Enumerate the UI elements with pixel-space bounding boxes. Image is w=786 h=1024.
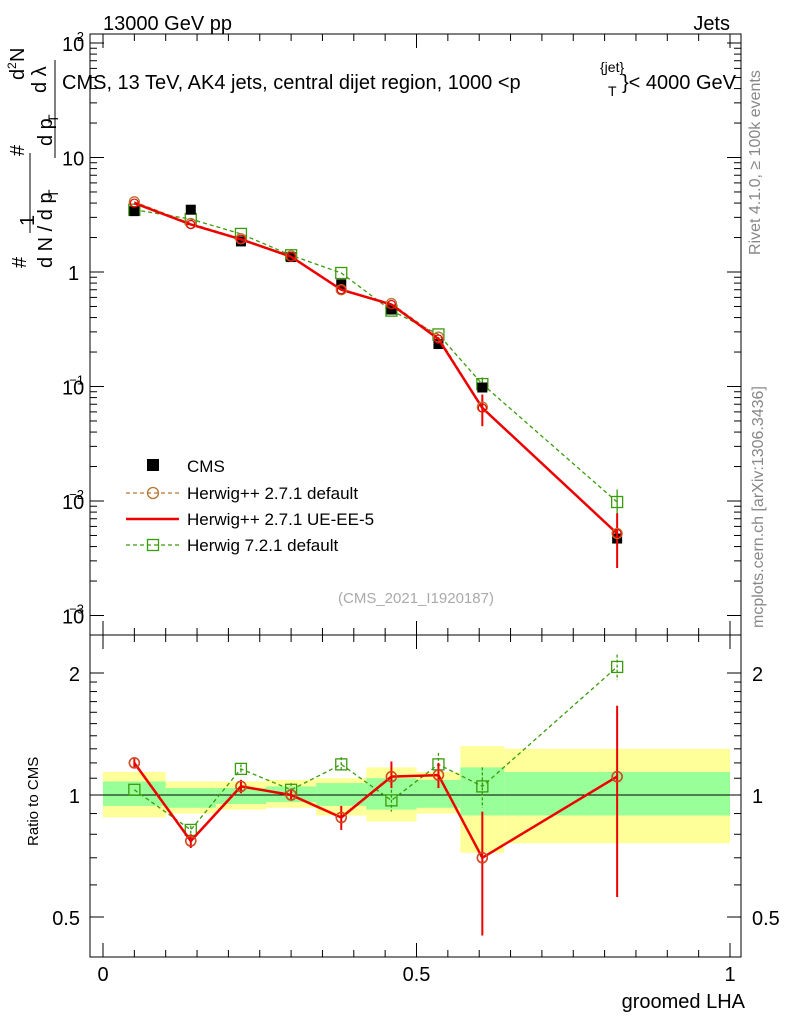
ratio-point-herwigpp-default (385, 771, 397, 783)
ratio-point-herwigpp-default (185, 835, 197, 847)
main-point-cms (386, 304, 397, 315)
analysis-id: (CMS_2021_I1920187) (338, 590, 494, 607)
svg-text:d λ: d λ (29, 66, 51, 93)
main-point-cms (433, 339, 444, 350)
main-point-cms (129, 206, 140, 217)
main-y-tick-label: 1 (68, 263, 79, 285)
main-point-herwigpp-ueee5 (433, 334, 444, 344)
main-point-herwigpp-ueee5 (612, 528, 622, 539)
ratio-point-herwig72 (476, 780, 489, 793)
title-end: }< 4000 GeV (622, 72, 737, 94)
svg-text:d p: d p (35, 118, 57, 146)
ratio-point-herwigpp-default (285, 789, 297, 801)
ratio-point-herwigpp-default (476, 852, 488, 864)
main-y-tick-label: 10 (62, 34, 84, 56)
main-series (128, 196, 624, 568)
ratio-band-inner (165, 788, 216, 808)
main-point-herwigpp-default (432, 331, 445, 343)
main-y-tick-label: 10 (62, 492, 84, 514)
ratio-point-herwig72 (128, 783, 141, 796)
main-point-herwigpp-ueee5 (236, 234, 246, 244)
main-point-herwigpp-ueee5 (186, 219, 196, 230)
main-point-herwig72 (610, 495, 624, 509)
main-y-tick-label: 10 (62, 607, 84, 629)
svg-text:#: # (7, 144, 29, 156)
ratio-point-herwig72 (385, 794, 398, 807)
ratio-point-herwig72 (335, 758, 348, 771)
svg-text:2: 2 (5, 62, 19, 69)
legend-marker-cms (147, 459, 159, 471)
main-point-herwigpp-ueee5 (477, 403, 487, 413)
svg-text:#: # (9, 256, 31, 268)
legend-marker-herwig72 (146, 538, 160, 552)
legend-label-herwigpp-ueee5: Herwig++ 2.7.1 UE-EE-5 (187, 510, 374, 529)
ratio-y-label: Ratio to CMS (25, 757, 42, 846)
main-point-herwigpp-default (611, 527, 623, 540)
main-point-herwigpp-ueee5 (129, 198, 139, 208)
main-line-herwig72 (134, 209, 618, 503)
main-point-cms (477, 382, 488, 393)
ratio-point-herwigpp-default (611, 771, 623, 783)
legend: CMS Herwig++ 2.7.1 default Herwig++ 2.7.… (126, 457, 374, 555)
legend-label-herwigpp-default: Herwig++ 2.7.1 default (187, 484, 358, 503)
main-point-cms (235, 236, 246, 247)
svg-text:d N / d p: d N / d p (35, 192, 57, 268)
main-y-tick-label: 10 (62, 149, 84, 171)
mcplots-label: mcplots.cern.ch [arXiv:1306.3436] (750, 386, 767, 628)
main-line-herwigpp-ueee5 (133, 201, 618, 535)
main-point-herwigpp-ueee5 (336, 285, 346, 295)
legend-label-cms: CMS (187, 457, 225, 476)
main-y-tick-label: 10 (62, 378, 84, 400)
main-y-tick-exponent: −1 (69, 373, 84, 388)
plot-title: CMS, 13 TeV, AK4 jets, central dijet reg… (62, 72, 521, 94)
main-point-herwigpp-default (335, 284, 347, 296)
ratio-point-herwigpp-default (128, 757, 140, 769)
ratio-point-herwig72 (234, 762, 248, 776)
main-point-herwig72 (335, 266, 348, 280)
ratio-point-herwigpp-default (335, 811, 347, 823)
main-point-cms (185, 204, 196, 215)
ratio-bands (103, 746, 730, 853)
main-y-tick-exponent: −2 (69, 487, 84, 502)
ratio-x-tick-label: 0 (97, 964, 108, 986)
ratio-frame (89, 634, 742, 958)
ratio-y-tick-label: 2 (69, 664, 80, 686)
legend-marker-herwigpp-default (146, 486, 160, 500)
ratio-x-tick-label: 1 (724, 964, 735, 986)
ratio-band-inner (316, 783, 367, 806)
x-axis-label: groomed LHA (622, 991, 746, 1013)
ratio-x-tick-label: 0.5 (403, 964, 431, 986)
ratio-point-herwig72 (610, 660, 624, 674)
ratio-y-tick-label-right: 2 (752, 664, 763, 686)
svg-text:T: T (45, 114, 61, 123)
rivet-label: Rivet 4.1.0, ≥ 100k events (747, 70, 764, 255)
ratio-point-herwigpp-default (432, 769, 444, 781)
main-point-herwigpp-ueee5 (286, 252, 296, 262)
ratio-y-tick-label: 0.5 (52, 908, 80, 930)
svg-text:N: N (7, 48, 29, 62)
ratio-y-tick-label-right: 0.5 (752, 908, 780, 930)
ratio-series (128, 654, 624, 936)
main-point-herwigpp-ueee5 (386, 299, 397, 310)
main-y-tick-exponent: −3 (69, 602, 84, 617)
svg-text:1: 1 (17, 215, 39, 226)
header-process: Jets (693, 13, 730, 35)
header-energy: 13000 GeV pp (103, 13, 232, 35)
main-y-label: # d N / d p T 1 # d p T d λ d 2 N (5, 48, 61, 268)
title-superscript: {jet} (600, 59, 624, 75)
svg-text:d: d (7, 69, 29, 80)
ratio-point-herwigpp-default (235, 780, 247, 792)
ratio-y-tick-label-right: 1 (752, 786, 763, 808)
main-y-tick-exponent: 2 (77, 29, 84, 44)
ratio-y-tick-label: 1 (69, 786, 80, 808)
legend-label-herwig72: Herwig 7.2.1 default (187, 536, 338, 555)
title-subscript: T (608, 83, 617, 99)
svg-text:T: T (45, 189, 61, 198)
